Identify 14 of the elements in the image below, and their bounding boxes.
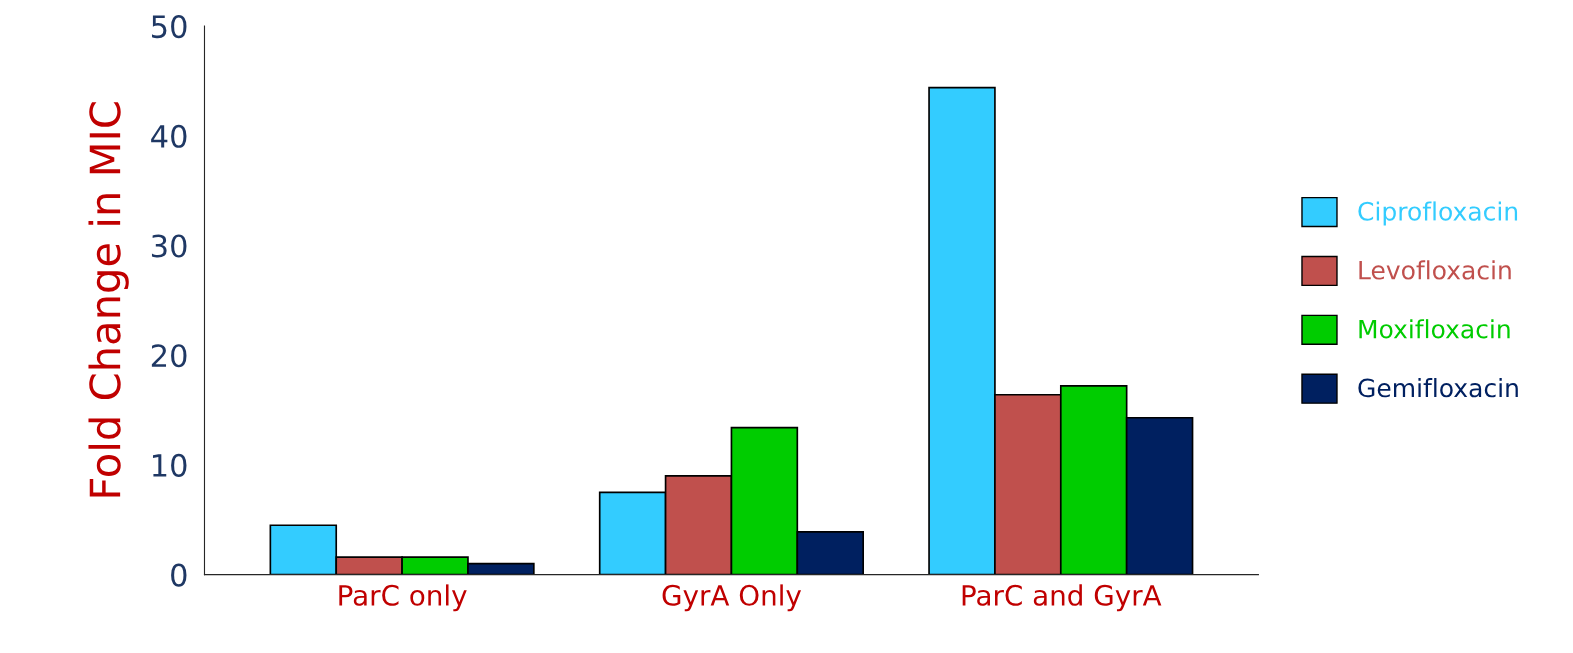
x-tick-label: ParC and GyrA	[962, 584, 1162, 612]
y-tick-label: 30	[151, 234, 187, 258]
y-axis-title: Fold Change in MIC	[88, 102, 129, 497]
y-tick-label: 0	[171, 563, 187, 587]
x-tick-label: GyrA Only	[662, 584, 802, 612]
legend-label: Ciprofloxacin	[1358, 201, 1518, 226]
y-tick-label: 10	[152, 453, 187, 477]
legend-label: Gemifloxacin	[1358, 378, 1518, 398]
legend-label: Moxifloxacin	[1359, 319, 1510, 339]
y-tick-label: 50	[151, 15, 187, 39]
y-tick-label: 20	[151, 344, 187, 368]
x-tick-label: ParC only	[339, 584, 467, 612]
y-tick-label: 40	[151, 124, 187, 148]
legend-label: Levofloxacin	[1359, 260, 1511, 280]
